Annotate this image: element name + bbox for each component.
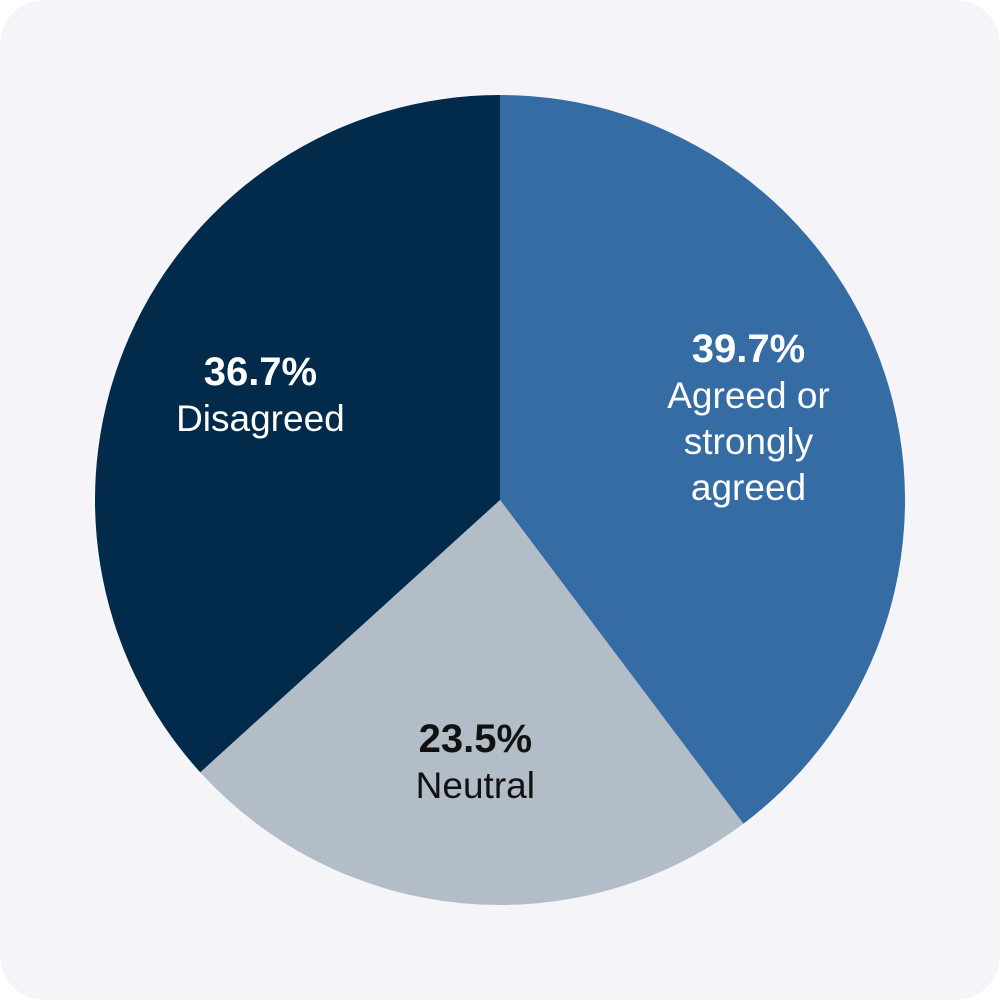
slice-value-label: 36.7% (204, 350, 317, 394)
pie-slice-agreed-or-strongly-agreed (500, 95, 906, 824)
slice-label-group: 39.7%Agreed or strongly agreed (667, 327, 830, 508)
slice-category-label: Neutral (416, 765, 535, 806)
slice-category-label: strongly (684, 421, 814, 462)
slice-value-label: 23.5% (419, 717, 532, 761)
pie-labels: 39.7%Agreed or strongly agreed 23.5%Neutral… (176, 327, 830, 806)
pie-slices (94, 95, 906, 905)
pie-slice-disagreed (94, 95, 500, 773)
slice-category-label: agreed (691, 467, 806, 508)
pie-slice-neutral (200, 500, 744, 905)
slice-value-label: 39.7% (692, 327, 805, 371)
slice-category-label: Disagreed (176, 398, 345, 439)
slice-label-group: 36.7%Disagreed (176, 350, 345, 439)
slice-category-label: Agreed or (667, 375, 830, 416)
slice-label-group: 23.5%Neutral (416, 717, 535, 806)
